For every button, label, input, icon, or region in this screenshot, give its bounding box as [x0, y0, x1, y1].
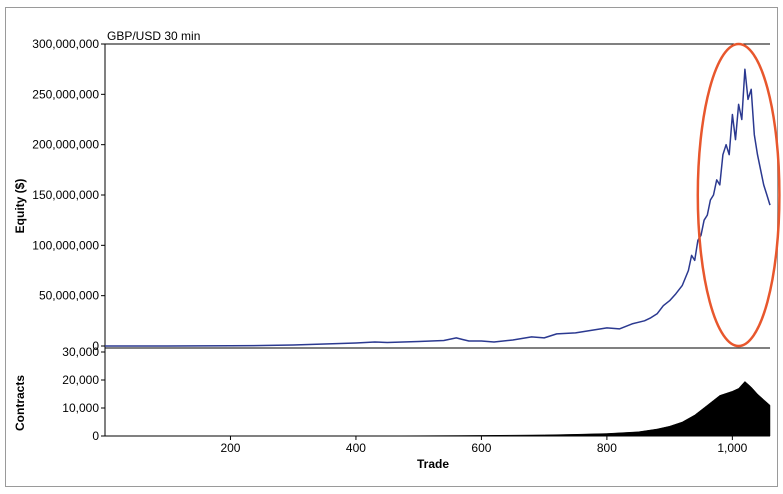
- equity-y-ticks: 0 50,000,000 100,000,000 150,000,000 200,000…: [32, 37, 105, 353]
- equity-y-tick-label: 250,000,000: [32, 87, 99, 101]
- contracts-y-tick-label: 30,000: [62, 345, 99, 359]
- contracts-y-ticks: 0 10,000 20,000 30,000: [62, 345, 105, 443]
- equity-y-tick-label: 300,000,000: [32, 37, 99, 51]
- contracts-y-tick-label: 0: [92, 429, 99, 443]
- x-ticks: 200 400 600 800 1,000: [220, 436, 748, 455]
- equity-y-tick-label: 0: [92, 339, 99, 353]
- contracts-area: [104, 381, 771, 437]
- x-tick-label: 600: [471, 441, 491, 455]
- equity-y-tick-label: 100,000,000: [32, 238, 99, 252]
- x-axis-title: Trade: [417, 457, 449, 471]
- x-tick-label: 200: [220, 441, 240, 455]
- equity-y-axis-title: Equity ($): [13, 179, 27, 234]
- equity-y-tick-label: 150,000,000: [32, 188, 99, 202]
- equity-y-tick-label: 200,000,000: [32, 138, 99, 152]
- highlight-ellipse: [696, 42, 781, 348]
- x-tick-label: 400: [346, 441, 366, 455]
- x-tick-label: 800: [597, 441, 617, 455]
- equity-y-tick-label: 50,000,000: [39, 289, 99, 303]
- contracts-y-tick-label: 20,000: [62, 373, 99, 387]
- chart-title: GBP/USD 30 min: [107, 29, 200, 43]
- equity-series-line: [105, 68, 771, 347]
- contracts-y-tick-label: 10,000: [62, 401, 99, 415]
- contracts-y-axis-title: Contracts: [13, 375, 27, 431]
- x-tick-label: 1,000: [717, 441, 747, 455]
